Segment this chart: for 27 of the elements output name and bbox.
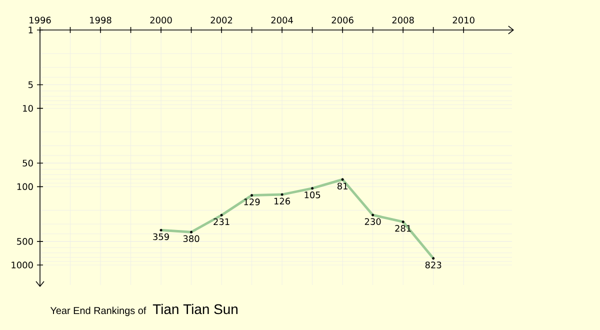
data-label: 231 <box>214 218 230 226</box>
x-tick-label: 2004 <box>271 16 293 24</box>
data-label: 380 <box>183 235 200 242</box>
y-tick-label: 100 <box>17 183 33 190</box>
data-label: 129 <box>244 198 260 206</box>
x-tick-label: 1998 <box>90 16 112 24</box>
y-tick-label: 500 <box>17 238 33 245</box>
y-tick-label: 50 <box>22 160 33 166</box>
data-label: 281 <box>395 225 411 232</box>
x-tick-label: 2010 <box>452 16 474 24</box>
x-tick-label: 2002 <box>210 16 232 24</box>
y-tick-label: 5 <box>28 81 33 88</box>
x-tick-label: 2000 <box>150 16 172 24</box>
text: Year End Rankings of <box>50 306 146 316</box>
x-tick-label: 2006 <box>332 16 354 24</box>
data-label: 105 <box>304 192 320 198</box>
x-tick-label: 1996 <box>30 16 51 24</box>
data-label: 359 <box>153 233 169 240</box>
data-label: 230 <box>364 218 381 225</box>
y-tick-label: 1000 <box>12 262 33 268</box>
data-label: 81 <box>337 182 348 190</box>
x-tick-label: 2008 <box>392 16 414 24</box>
y-tick-label: 1 <box>28 26 33 34</box>
text: Tian Tian Sun <box>152 304 238 314</box>
data-label: 126 <box>274 198 290 204</box>
y-tick-label: 10 <box>23 104 33 112</box>
data-label: 823 <box>425 262 442 268</box>
